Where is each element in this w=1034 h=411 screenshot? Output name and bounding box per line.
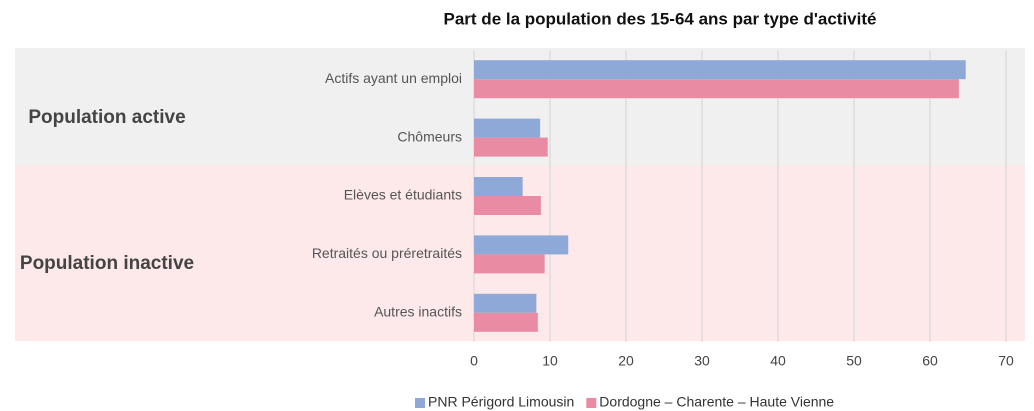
bar (474, 293, 537, 313)
x-tick-label: 0 (470, 353, 478, 369)
x-tick-label: 20 (618, 353, 634, 369)
bar (474, 254, 545, 274)
group-label: Population active (28, 107, 185, 128)
y-tick-label: Actifs ayant un emploi (325, 70, 462, 86)
bar (474, 196, 541, 215)
x-tick-label: 30 (694, 353, 710, 369)
legend-label: PNR Périgord Limousin (428, 394, 574, 410)
chart-title: Part de la population des 15-64 ans par … (444, 9, 877, 28)
bar (474, 137, 548, 157)
legend-label: Dordogne – Charente – Haute Vienne (599, 394, 834, 410)
legend-swatch (586, 398, 597, 408)
x-tick-label: 60 (922, 353, 938, 369)
x-tick-label: 70 (998, 353, 1014, 369)
legend-swatch (415, 398, 425, 408)
y-tick-label: Elèves et étudiants (344, 187, 462, 203)
bar (474, 312, 538, 332)
bar (474, 60, 966, 80)
bar (474, 118, 541, 138)
x-tick-label: 50 (846, 353, 862, 369)
x-tick-label: 10 (542, 353, 558, 369)
bar (474, 79, 959, 99)
x-tick-label: 40 (770, 353, 786, 369)
y-tick-label: Autres inactifs (374, 304, 462, 320)
bar (474, 235, 569, 255)
y-tick-label: Chômeurs (397, 128, 462, 144)
bar (474, 177, 523, 196)
group-label: Population inactive (20, 253, 194, 274)
y-tick-label: Retraités ou préretraités (312, 245, 462, 261)
